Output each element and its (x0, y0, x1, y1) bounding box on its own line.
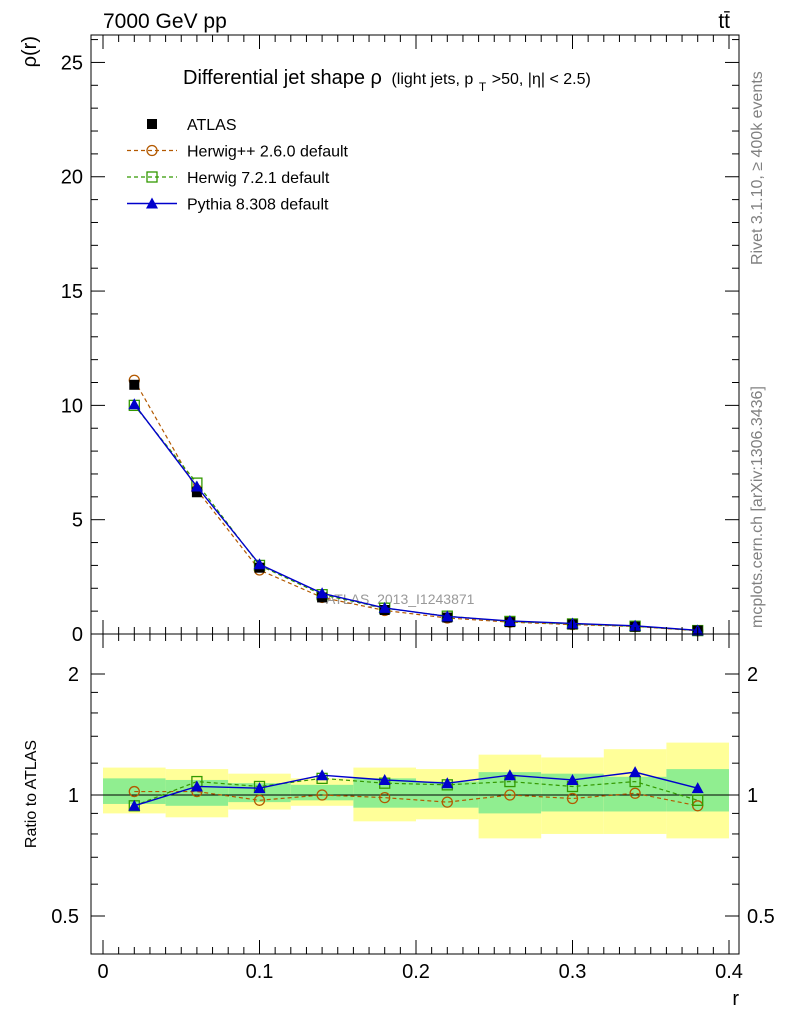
ratio-ytick-label: 0.5 (51, 906, 79, 928)
ratio-point-pythia-8-308-default (503, 769, 516, 781)
ratio-point-pythia-8-308-default (190, 780, 203, 792)
header-left: 7000 GeV pp (103, 10, 227, 33)
main-point-pythia-8-308-default (128, 398, 141, 410)
ratio-series-layer (128, 766, 704, 812)
ratio-line-herwig-2-6-0-default (134, 790, 698, 807)
rivet-label: Rivet 3.1.10, ≥ 400k events (749, 71, 766, 265)
ratio-ytick-label: 2 (68, 664, 79, 686)
ratio-point-pythia-8-308-default (629, 766, 642, 778)
ratio-point-pythia-8-308-default (128, 799, 141, 811)
main-title-sub-rest: >50, |η| < 2.5) (492, 71, 591, 88)
ratio-point-herwig-2-6-0-default (379, 791, 391, 804)
legend-marker (146, 171, 158, 183)
ratio-point-pythia-8-308-default (691, 782, 704, 794)
main-title-sub: (light jets, p (391, 71, 473, 88)
main-point-pythia-8-308-default (253, 558, 266, 570)
main-ytick-label: 20 (61, 167, 83, 189)
ratio-frame (90, 633, 740, 955)
ratio-point-herwig-7-2-1-default (692, 794, 704, 806)
mcplots-label: mcplots.cern.ch [arXiv:1306.3436] (749, 386, 766, 628)
legend-label: Herwig 7.2.1 default (187, 170, 330, 187)
ratio-point-pythia-8-308-default (253, 782, 266, 794)
ratio-axes: 0.5 0.5 1 1 2 2 0 0.1 0.2 0.3 0.4 (51, 634, 775, 983)
main-ytick-label: 0 (72, 624, 83, 646)
ratio-plot: 0.5 0.5 1 1 2 2 0 0.1 0.2 0.3 0.4 Ratio to ATLAS r (23, 633, 775, 1010)
legend-marker (146, 144, 158, 157)
main-line-herwig-2-6-0-default (133, 379, 698, 632)
main-ylabel: ρ(r) (19, 36, 41, 67)
ratio-ytick-label-right: 0.5 (747, 906, 775, 928)
main-ytick-label: 10 (61, 395, 83, 417)
ratio-point-pythia-8-308-default (378, 773, 391, 785)
main-point-pythia-8-308-default (503, 614, 516, 626)
main-point-pythia-8-308-default (316, 587, 329, 599)
ratio-ylabel: Ratio to ATLAS (23, 740, 40, 848)
ratio-xtick-label: 0 (97, 961, 108, 983)
main-title-text: Differential jet shape ρ (183, 67, 382, 89)
ratio-point-herwig-2-6-0-default (629, 787, 641, 799)
ratio-point-herwig-2-6-0-default (128, 785, 140, 798)
legend-marker (147, 119, 157, 129)
main-ytick-label: 25 (61, 52, 83, 74)
ratio-point-herwig-2-6-0-default (441, 796, 453, 808)
ratio-band-inner (603, 776, 667, 812)
legend-label: ATLAS (187, 117, 237, 134)
legend-marker (146, 197, 158, 209)
legend-label: Herwig++ 2.6.0 default (187, 144, 349, 161)
main-point-pythia-8-308-default (441, 610, 454, 622)
main-ytick-label: 5 (72, 510, 83, 532)
ratio-point-pythia-8-308-default (441, 777, 454, 789)
legend: ATLAS Herwig++ 2.6.0 default Herwig 7.2.1 … (127, 117, 349, 214)
ratio-ytick-label-right: 1 (747, 785, 758, 807)
ratio-band-inner (290, 784, 354, 801)
main-title-sub-t: T (479, 80, 487, 94)
main-line-pythia-8-308-default (133, 403, 698, 632)
ratio-point-herwig-2-6-0-default (316, 789, 328, 801)
ratio-xtick-label: 0.2 (402, 961, 430, 983)
ratio-line-pythia-8-308-default (134, 771, 698, 807)
ratio-xtick-label: 0.4 (715, 961, 743, 983)
ratio-point-pythia-8-308-default (566, 773, 579, 785)
main-point-pythia-8-308-default (378, 601, 391, 613)
ratio-point-herwig-2-6-0-default (566, 792, 579, 805)
main-point-pythia-8-308-default (629, 619, 642, 631)
main-point-atlas (191, 487, 202, 498)
ratio-ytick-label: 1 (68, 785, 79, 807)
main-title: Differential jet shape ρ (light jets, p … (183, 67, 591, 96)
main-axes: 0 5 10 15 20 25 (61, 35, 739, 646)
ratio-point-herwig-2-6-0-default (253, 794, 266, 806)
header-right: tt̄ (718, 10, 730, 33)
ratio-line-herwig-7-2-1-default (134, 777, 698, 807)
main-point-atlas (129, 379, 140, 390)
ratio-point-herwig-2-6-0-default (504, 789, 516, 801)
main-ytick-label: 15 (61, 281, 83, 303)
ratio-xlabel: r (732, 988, 739, 1010)
ratio-xtick-label: 0.3 (559, 961, 587, 983)
ratio-ytick-label-right: 2 (747, 664, 758, 686)
main-point-pythia-8-308-default (190, 480, 203, 492)
ratio-xtick-label: 0.1 (246, 961, 274, 983)
legend-label: Pythia 8.308 default (187, 197, 329, 214)
ratio-point-pythia-8-308-default (316, 769, 329, 781)
